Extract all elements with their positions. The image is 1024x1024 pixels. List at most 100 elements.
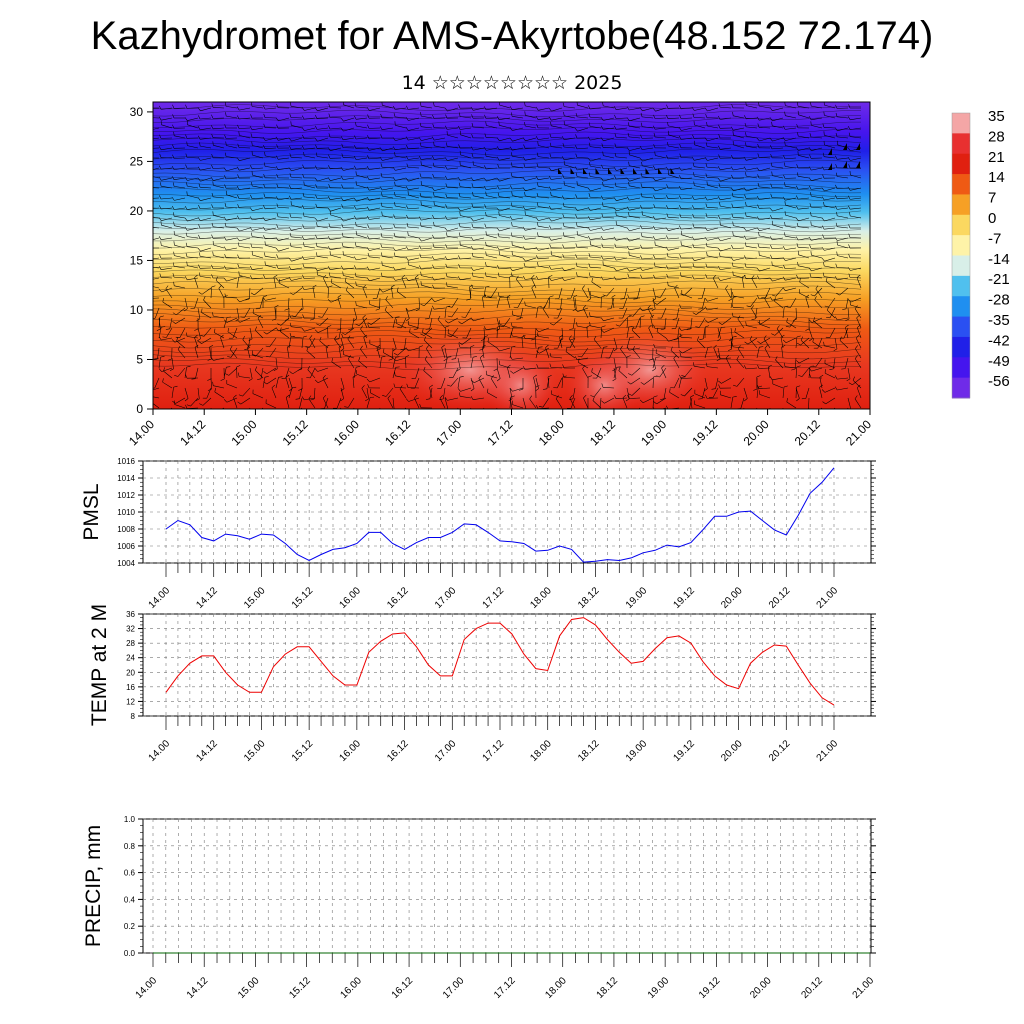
wind-barb-flag <box>845 318 850 321</box>
wind-barb-flag <box>146 206 148 210</box>
wind-barb-flag <box>758 102 760 107</box>
wind-barb-flag <box>375 308 380 311</box>
wind-barb <box>447 235 459 239</box>
wind-barb-flag <box>603 346 608 348</box>
wind-barb <box>850 136 862 139</box>
wind-barb <box>655 107 667 112</box>
wind-barb-flag <box>600 117 604 121</box>
wind-barb-flag <box>602 102 604 106</box>
isotherm-line <box>153 241 862 250</box>
wind-barb <box>707 125 719 129</box>
x-tick-label: 14.00 <box>147 738 173 764</box>
wind-barb <box>266 377 277 385</box>
wind-barb-flag <box>446 305 450 308</box>
wind-barb-flag <box>538 346 543 348</box>
wind-barb-flag <box>327 177 331 181</box>
wind-barb-flag <box>575 134 578 139</box>
wind-barb <box>800 337 810 346</box>
wind-barb <box>304 327 316 332</box>
wind-barb <box>808 327 813 339</box>
wind-barb <box>408 137 420 141</box>
wind-barb-flag <box>628 161 630 166</box>
wind-barb <box>460 165 472 169</box>
wind-barb-flag <box>510 185 513 190</box>
wind-barb-flag <box>601 383 604 388</box>
wind-barb <box>538 145 550 149</box>
wind-barb <box>551 254 563 259</box>
wind-barb <box>844 357 849 369</box>
wind-barb-flag <box>751 305 755 309</box>
wind-barb-flag <box>303 335 307 338</box>
wind-barb <box>772 237 784 241</box>
wind-barb <box>537 166 550 169</box>
wind-barb-flag <box>533 374 537 378</box>
wind-barb-flag <box>496 137 500 141</box>
wind-barb-flag <box>708 397 713 399</box>
wind-barb <box>420 247 433 250</box>
wind-barb-flag <box>743 227 747 232</box>
wind-barb <box>551 146 563 149</box>
wind-barb <box>707 184 719 189</box>
wind-barb <box>772 117 784 122</box>
wind-barb <box>589 116 602 119</box>
wind-barb <box>616 267 628 272</box>
wind-barb <box>823 127 836 129</box>
wind-barb <box>577 225 589 229</box>
wind-barb <box>408 107 420 110</box>
wind-barb <box>615 136 628 139</box>
wind-barb <box>499 247 511 251</box>
wind-barb-flag <box>770 183 773 188</box>
y-axis-label: PRECIP, mm <box>82 825 105 947</box>
wind-barb-flag <box>146 238 148 241</box>
wind-barb-flag <box>545 344 549 348</box>
wind-barb-flag <box>347 335 351 340</box>
wind-barb-flag <box>587 207 591 211</box>
wind-barb-flag <box>223 399 228 403</box>
wind-barb <box>444 347 448 359</box>
wind-barb <box>668 174 680 179</box>
wind-barb-flag <box>667 121 669 126</box>
wind-barb <box>291 197 303 200</box>
wind-barb <box>814 287 823 297</box>
wind-barb-flag <box>847 195 851 200</box>
wind-barb <box>564 124 576 129</box>
wind-barb-flag <box>276 144 279 149</box>
y-tick-label: 12 <box>126 697 135 706</box>
wind-barb-flag <box>471 134 474 138</box>
wind-barb <box>577 307 589 312</box>
wind-barb-flag <box>746 305 751 308</box>
wind-barb-flag <box>306 346 309 351</box>
wind-barb-flag <box>731 262 734 267</box>
wind-barb-flag <box>652 177 656 181</box>
wind-barb-flag <box>823 201 825 206</box>
wind-barb-flag <box>212 141 214 146</box>
wind-barb <box>363 337 368 349</box>
wind-barb <box>213 226 225 229</box>
wind-barb-flag <box>330 414 334 416</box>
wind-pennant <box>670 168 675 174</box>
wind-barb <box>856 277 862 289</box>
wind-barb-flag <box>653 401 657 405</box>
wind-barb <box>215 280 225 289</box>
wind-barb-flag <box>289 213 292 218</box>
wind-pennant <box>645 168 650 174</box>
wind-barb <box>252 145 264 149</box>
wind-barb-flag <box>542 388 547 390</box>
wind-barb-flag <box>522 257 526 262</box>
wind-barb <box>551 356 563 359</box>
wind-barb <box>596 367 602 379</box>
wind-barb <box>681 356 693 359</box>
wind-barb-flag <box>355 301 357 306</box>
wind-barb <box>650 317 654 329</box>
wind-barb <box>330 147 342 151</box>
wind-barb <box>210 377 212 390</box>
wind-barb-flag <box>848 253 851 258</box>
wind-barb-flag <box>419 122 422 127</box>
wind-barb <box>824 135 836 139</box>
wind-barb-flag <box>484 293 487 298</box>
wind-barb <box>251 197 264 199</box>
wind-barb-flag <box>276 213 279 217</box>
wind-barb-flag <box>484 223 487 228</box>
wind-barb-flag <box>614 175 617 180</box>
wind-barb <box>473 267 485 271</box>
